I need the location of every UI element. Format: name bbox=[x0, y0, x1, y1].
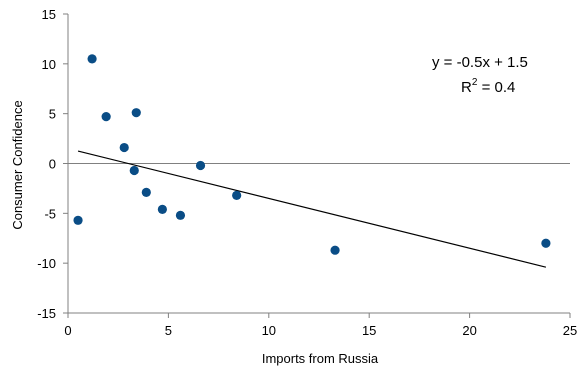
data-point bbox=[101, 112, 111, 122]
y-tick-label: 10 bbox=[42, 57, 56, 72]
y-tick-label: 5 bbox=[49, 107, 56, 122]
x-tick-label: 20 bbox=[462, 323, 476, 338]
data-point bbox=[175, 210, 186, 220]
data-point bbox=[73, 215, 83, 225]
trendline-equation: y = -0.5x + 1.5 bbox=[432, 54, 528, 71]
data-point bbox=[195, 160, 206, 171]
x-tick-label: 10 bbox=[262, 323, 276, 338]
r-squared-superscript: 2 bbox=[472, 77, 478, 88]
x-axis-title: Imports from Russia bbox=[262, 351, 379, 366]
y-tick-label: -5 bbox=[44, 206, 56, 221]
data-point bbox=[541, 238, 551, 248]
data-point bbox=[129, 165, 139, 176]
x-axis-ticks: 0 5 10 15 20 25 bbox=[64, 313, 577, 338]
data-point bbox=[157, 204, 167, 214]
trendline bbox=[77, 150, 547, 268]
r-squared-value: = 0.4 bbox=[477, 79, 515, 96]
x-tick-label: 25 bbox=[563, 323, 577, 338]
y-tick-label: -15 bbox=[37, 306, 56, 321]
data-point bbox=[119, 142, 129, 153]
x-tick-label: 0 bbox=[64, 323, 71, 338]
data-point bbox=[131, 108, 141, 118]
y-axis-ticks: -15 -10 -5 0 5 10 15 bbox=[37, 7, 68, 321]
data-point bbox=[232, 190, 242, 200]
data-points bbox=[73, 54, 551, 255]
y-tick-label: -10 bbox=[37, 256, 56, 271]
r-squared-prefix: R bbox=[461, 79, 472, 96]
y-tick-label: 0 bbox=[49, 157, 56, 172]
data-point bbox=[87, 54, 97, 64]
r-squared-label: R2 = 0.4 bbox=[461, 77, 515, 96]
x-tick-label: 5 bbox=[165, 323, 172, 338]
y-tick-label: 15 bbox=[42, 7, 56, 22]
data-point bbox=[141, 187, 151, 198]
data-point bbox=[330, 245, 340, 255]
y-axis-title: Consumer Confidence bbox=[10, 100, 25, 229]
x-tick-label: 15 bbox=[362, 323, 376, 338]
trendline-group bbox=[77, 150, 547, 268]
